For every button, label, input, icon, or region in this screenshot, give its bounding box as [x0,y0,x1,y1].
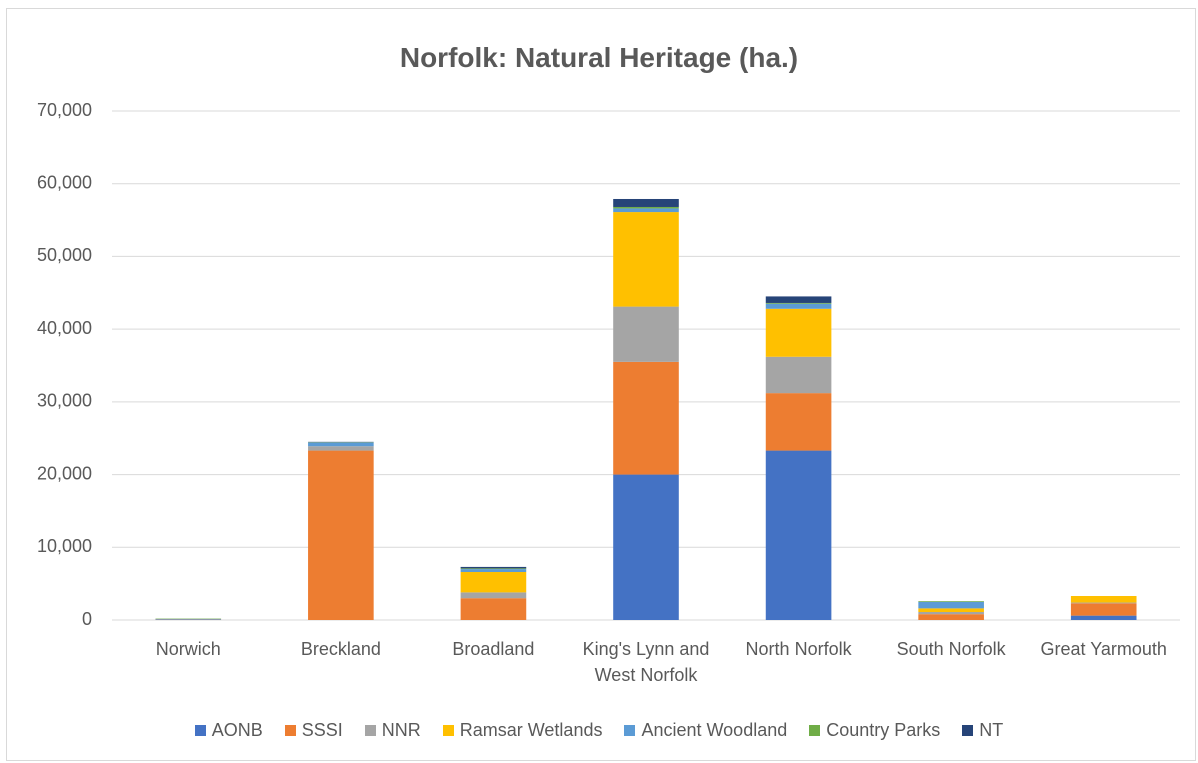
bar-segment [613,208,679,213]
bar-segment [918,614,984,620]
y-tick-label: 30,000 [37,391,92,411]
legend-item: NNR [364,720,421,741]
legend-swatch [624,725,636,736]
x-tick-label: South Norfolk [896,639,1006,659]
legend-swatch [962,725,974,736]
legend: AONB SSSI NNR Ramsar Wetlands Ancient Woodla… [0,720,1198,741]
legend-swatch [194,725,206,736]
y-tick-label: 60,000 [37,172,92,192]
legend-item: SSSI [284,720,343,741]
bar-segment [308,442,374,447]
bar-segment [765,303,832,309]
bar-segment [613,361,679,475]
bar-segment [1070,602,1137,604]
bar-segment [613,198,679,207]
bar-segment [460,598,527,620]
x-tick-label: Norwich [155,639,221,659]
y-tick-label: 50,000 [37,245,92,265]
y-tick-label: 10,000 [37,536,92,556]
x-tick-label: Broadland [452,639,535,659]
legend-label: Ramsar Wetlands [459,720,603,740]
chart-frame [6,8,1196,761]
legend-label: NT [979,720,1004,740]
legend-swatch [284,725,296,736]
legend-item: NT [962,720,1003,741]
legend-label: AONB [211,720,263,740]
legend-label: SSSI [301,720,343,740]
bar-segment [765,393,832,451]
bar-segment [613,306,679,362]
bar-segment [613,212,679,307]
bar-segment [765,308,832,357]
bar-segment [308,450,374,620]
bar-segment [918,612,984,615]
legend-label: Ancient Woodland [641,720,788,740]
bar-segment [765,450,832,620]
bar-segment [155,618,222,620]
bar-segment [460,572,527,593]
chart-title: Norfolk: Natural Heritage (ha.) [399,42,799,73]
bar-segment [460,592,527,599]
bar-segment [613,206,679,209]
y-tick-label: 20,000 [37,463,92,483]
legend-item: AONB [194,720,263,741]
legend-label: NNR [381,720,421,740]
x-tick-label: Great Yarmouth [1040,639,1167,659]
x-tick-label: Breckland [300,639,381,659]
x-tick-label: North Norfolk [745,639,852,659]
bar-segment [765,302,832,304]
legend-item: Ancient Woodland [624,720,787,741]
legend-swatch [809,725,821,736]
legend-item: Country Parks [809,720,940,741]
bar-segment [1070,596,1137,603]
bar-segment [1070,615,1137,620]
legend-swatch [442,725,454,736]
bar-segment [613,474,679,620]
y-tick-label: 0 [82,609,92,629]
legend-item: Ramsar Wetlands [442,720,603,741]
bar-segment [460,569,527,573]
bar-segment [460,568,527,570]
bar-segment [918,608,984,613]
bar-segment [308,446,374,451]
bar-segment [765,296,832,303]
y-tick-label: 70,000 [37,100,92,120]
bar-segment [918,601,984,609]
bar-segment [918,601,984,602]
legend-swatch [364,725,376,736]
bar-segment [765,356,832,394]
y-tick-label: 40,000 [37,318,92,338]
bar-segment [460,566,527,569]
x-tick-label: King's Lynn and West Norfolk [582,639,710,685]
legend-label: Country Parks [826,720,941,740]
bar-segment [1070,603,1137,616]
